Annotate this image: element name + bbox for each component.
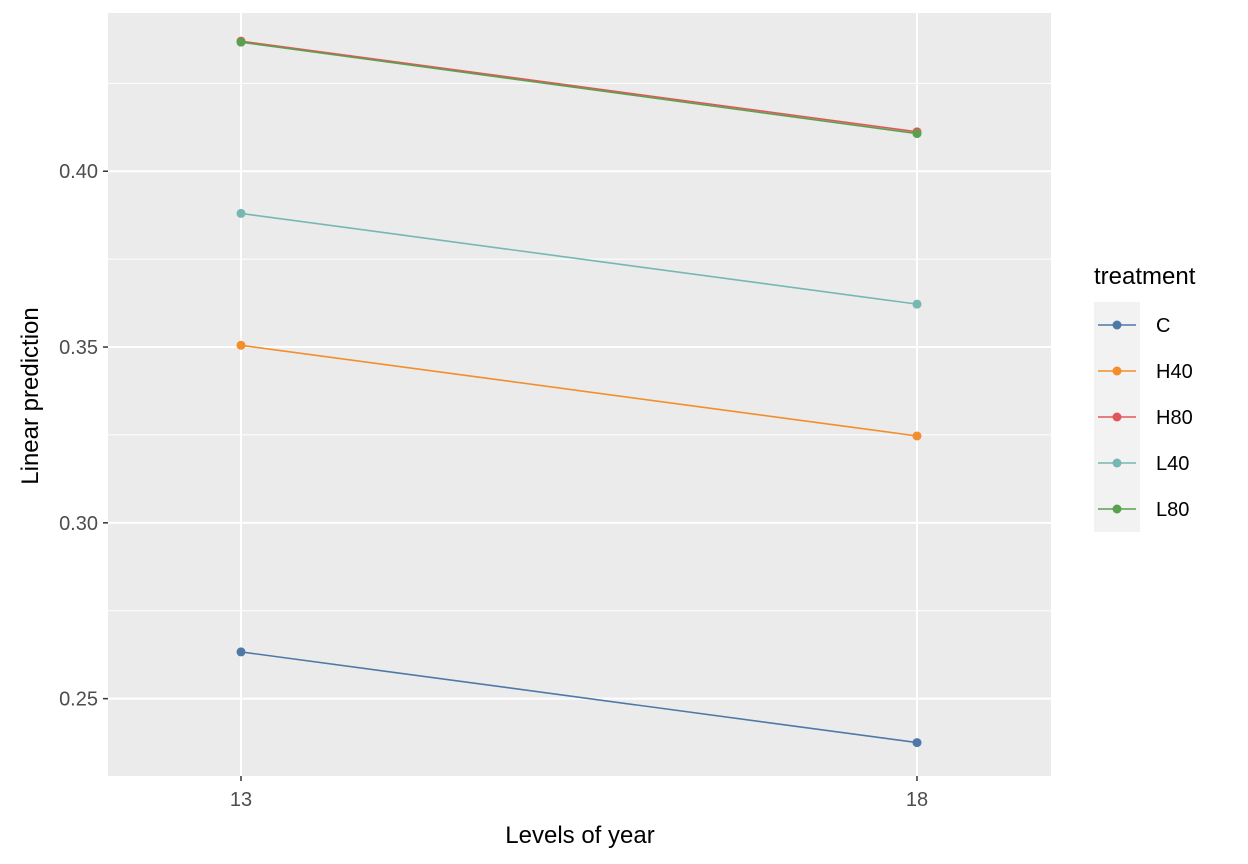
y-tick-label: 0.40 bbox=[59, 161, 98, 183]
legend-label-h40: H40 bbox=[1156, 361, 1193, 383]
y-tick-label: 0.35 bbox=[59, 337, 98, 359]
y-tick-label: 0.25 bbox=[59, 689, 98, 711]
y-tick-label: 0.30 bbox=[59, 513, 98, 535]
data-point-h40 bbox=[912, 431, 922, 441]
series-line-h80 bbox=[240, 40, 918, 133]
legend-key-point-l40 bbox=[1112, 458, 1122, 468]
data-point-l80 bbox=[912, 129, 922, 139]
legend-items: C H40 H80 L40 L80 bbox=[1098, 315, 1193, 521]
x-tick-label: 18 bbox=[906, 789, 928, 811]
series-line-c bbox=[240, 651, 918, 744]
legend-key-point-l80 bbox=[1112, 504, 1122, 514]
series-line-l40 bbox=[240, 212, 918, 305]
legend-key-point-c bbox=[1112, 320, 1122, 330]
legend-label-h80: H80 bbox=[1156, 407, 1193, 429]
series-line-h40 bbox=[240, 344, 918, 437]
x-axis-title: Levels of year bbox=[505, 822, 654, 849]
legend-label-c: C bbox=[1156, 315, 1170, 337]
plot-panel bbox=[108, 13, 1051, 776]
y-axis-title: Linear prediction bbox=[17, 307, 44, 484]
series-line-l80 bbox=[240, 41, 918, 135]
legend-label-l40: L40 bbox=[1156, 453, 1189, 475]
legend: treatment C H40 H80 L40 L80 bbox=[1094, 263, 1196, 532]
y-axis: 0.25 0.30 0.35 0.40 bbox=[59, 161, 108, 711]
data-point-h40 bbox=[236, 340, 246, 350]
data-point-c bbox=[236, 647, 246, 657]
x-axis: 13 18 bbox=[230, 776, 928, 811]
legend-key-point-h80 bbox=[1112, 412, 1122, 422]
data-point-l80 bbox=[236, 37, 246, 47]
data-point-l40 bbox=[236, 208, 246, 218]
data-point-l40 bbox=[912, 299, 922, 309]
x-tick-label: 13 bbox=[230, 789, 252, 811]
legend-title: treatment bbox=[1094, 263, 1196, 290]
series-layer bbox=[236, 36, 922, 748]
legend-label-l80: L80 bbox=[1156, 499, 1189, 521]
data-point-c bbox=[912, 738, 922, 748]
legend-key-point-h40 bbox=[1112, 366, 1122, 376]
